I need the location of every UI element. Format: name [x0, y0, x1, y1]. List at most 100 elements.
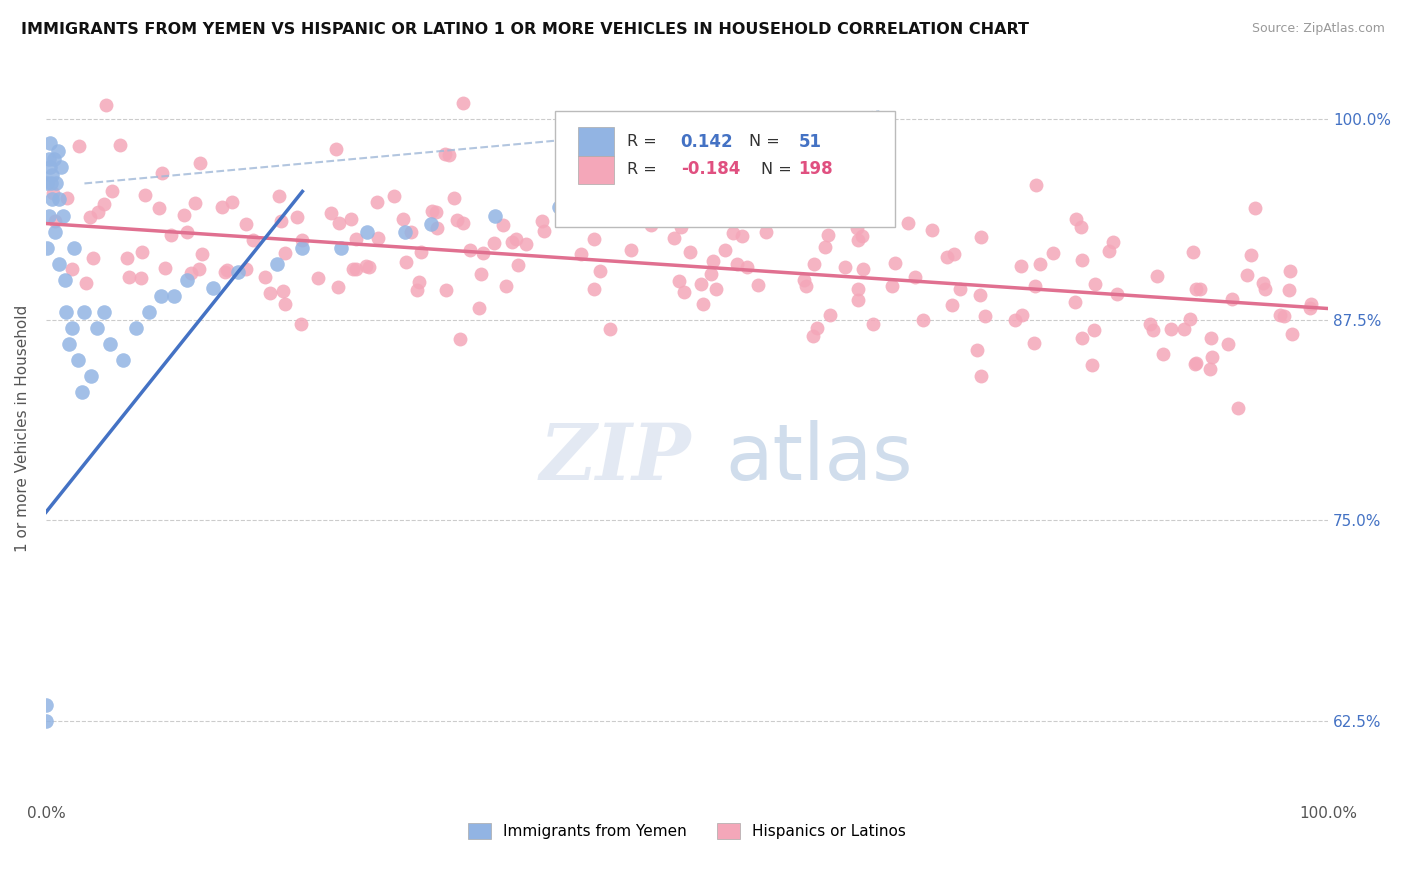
Text: atlas: atlas [725, 420, 912, 496]
Point [274, 246, 297, 260]
Point [561, 194, 583, 209]
Point [612, 193, 634, 207]
Point [1184, 357, 1206, 371]
Point [692, 297, 714, 311]
Point [599, 322, 621, 336]
Point [547, 201, 569, 215]
Point [215, 263, 238, 277]
Point [470, 267, 492, 281]
Point [367, 231, 389, 245]
Point [44, 214, 66, 228]
Point [434, 283, 457, 297]
Point [38, 161, 60, 175]
Point [731, 228, 754, 243]
Point [1198, 362, 1220, 376]
Point [969, 229, 991, 244]
Point [740, 185, 762, 199]
Point [1254, 282, 1277, 296]
Point [38, 209, 60, 223]
Point [38, 136, 60, 151]
Point [221, 195, 243, 210]
Point [1301, 297, 1323, 311]
Text: -0.184: -0.184 [681, 161, 740, 178]
Point [727, 256, 749, 270]
Point [382, 188, 405, 202]
Point [904, 269, 927, 284]
Point [851, 229, 873, 244]
Point [55, 304, 77, 318]
Point [794, 278, 817, 293]
Point [1010, 259, 1032, 273]
Point [328, 280, 350, 294]
Point [425, 221, 447, 235]
Point [506, 258, 529, 272]
Point [679, 245, 702, 260]
Point [242, 233, 264, 247]
Point [845, 221, 868, 235]
Point [921, 223, 943, 237]
Point [583, 282, 606, 296]
Point [721, 226, 744, 240]
Point [1063, 295, 1085, 310]
Point [56, 191, 79, 205]
Point [1185, 356, 1208, 370]
Point [1066, 211, 1088, 226]
Point [1251, 276, 1274, 290]
Point [533, 224, 555, 238]
Point [41, 193, 63, 207]
Point [173, 207, 195, 221]
Point [51, 161, 73, 175]
Point [399, 225, 422, 239]
Point [53, 273, 76, 287]
Point [820, 309, 842, 323]
Point [425, 205, 447, 219]
Point [862, 317, 884, 331]
Text: Source: ZipAtlas.com: Source: ZipAtlas.com [1251, 22, 1385, 36]
Point [492, 218, 515, 232]
Point [1070, 220, 1092, 235]
Point [468, 301, 491, 315]
Point [1024, 335, 1046, 350]
Point [37, 241, 59, 255]
Point [1139, 317, 1161, 331]
Point [41, 169, 63, 183]
Point [882, 279, 904, 293]
Point [1236, 268, 1258, 282]
Point [60, 262, 83, 277]
Point [451, 216, 474, 230]
Point [214, 265, 236, 279]
Point [155, 261, 177, 276]
Point [274, 296, 297, 310]
Point [846, 282, 869, 296]
Point [897, 216, 920, 230]
Point [689, 277, 711, 292]
Point [707, 176, 730, 190]
Point [344, 262, 367, 277]
Point [1083, 323, 1105, 337]
Point [1029, 257, 1052, 271]
Point [80, 368, 103, 383]
Point [176, 273, 198, 287]
Point [714, 243, 737, 257]
Point [201, 281, 224, 295]
Point [814, 240, 837, 254]
Point [1185, 282, 1208, 296]
Text: R =: R = [627, 161, 657, 177]
Point [1182, 245, 1205, 260]
Text: IMMIGRANTS FROM YEMEN VS HISPANIC OR LATINO 1 OR MORE VEHICLES IN HOUSEHOLD CORR: IMMIGRANTS FROM YEMEN VS HISPANIC OR LAT… [21, 22, 1029, 37]
Point [35, 714, 58, 728]
Point [582, 232, 605, 246]
Point [1097, 244, 1119, 259]
Point [328, 216, 350, 230]
Point [695, 194, 717, 209]
Point [291, 233, 314, 247]
Point [58, 336, 80, 351]
Point [419, 217, 441, 231]
Point [941, 298, 963, 312]
Point [530, 214, 553, 228]
Point [970, 369, 993, 384]
Point [129, 271, 152, 285]
Text: ZIP: ZIP [540, 419, 692, 496]
Point [484, 209, 506, 223]
Point [1084, 277, 1107, 292]
